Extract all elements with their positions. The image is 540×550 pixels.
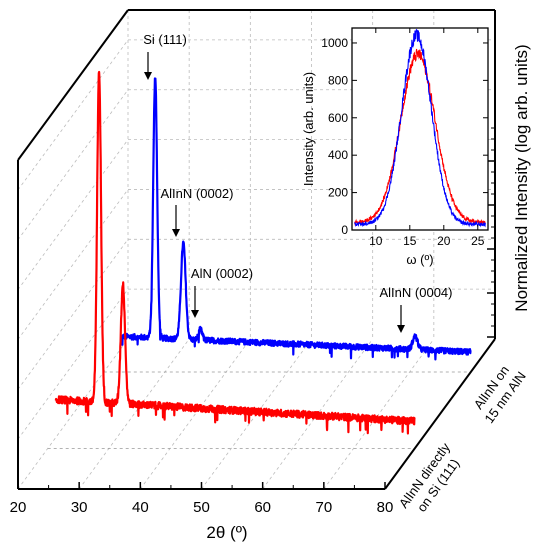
peak-arrowhead bbox=[191, 310, 199, 318]
inset-x-axis-title: ω (º) bbox=[406, 252, 433, 267]
grid-line bbox=[17, 239, 129, 390]
grid-line bbox=[17, 288, 129, 440]
inset-x-tick-label: 10 bbox=[369, 234, 383, 248]
grid-line bbox=[140, 338, 251, 490]
grid-line bbox=[17, 338, 129, 490]
peak-annotations: Si (111) AlInN (0002) AlN (0002) AlInN (000… bbox=[143, 32, 452, 333]
x-tick-label: 80 bbox=[377, 499, 394, 516]
inset-y-tick-label: 600 bbox=[328, 111, 348, 125]
inset-y-axis-title: Intensity (arb. units) bbox=[301, 72, 316, 186]
inset-series-line bbox=[354, 48, 486, 226]
peak-label: Si (111) bbox=[143, 32, 187, 47]
grid-line bbox=[17, 89, 129, 240]
series-line bbox=[121, 77, 472, 361]
inset-y-tick-label: 1000 bbox=[321, 36, 348, 50]
x-tick-label: 70 bbox=[315, 499, 332, 516]
inset-y-tick-label: 800 bbox=[328, 73, 348, 87]
x-tick-label: 20 bbox=[10, 499, 27, 516]
inset-frame bbox=[351, 27, 489, 231]
inset-y-tick-label: 200 bbox=[328, 186, 348, 200]
grid-line bbox=[262, 338, 373, 490]
x-axis: 20 30 40 50 60 70 80 bbox=[10, 482, 394, 516]
x-axis-title: 2θ (º) bbox=[206, 523, 247, 542]
grid-line bbox=[17, 189, 129, 340]
series-line bbox=[54, 70, 416, 435]
axis-line bbox=[17, 9, 129, 161]
x-tick-label: 30 bbox=[71, 499, 88, 516]
peak-label: AlInN (0004) bbox=[380, 285, 453, 300]
grid-line bbox=[323, 338, 435, 490]
series-layer bbox=[54, 70, 472, 435]
inset-x-tick-label: 15 bbox=[403, 234, 417, 248]
x-tick-label: 40 bbox=[132, 499, 149, 516]
axis-line bbox=[384, 338, 496, 490]
inset-y-tick-label: 400 bbox=[328, 148, 348, 162]
grid-line bbox=[17, 39, 129, 191]
peak-label: AlInN (0002) bbox=[161, 186, 234, 201]
x-tick-label: 60 bbox=[254, 499, 271, 516]
peak-arrowhead bbox=[397, 325, 405, 333]
grid-line bbox=[17, 139, 129, 290]
x-tick-label: 50 bbox=[193, 499, 210, 516]
grid-line bbox=[201, 338, 312, 490]
inset-y-tick-label: 0 bbox=[341, 223, 348, 237]
inset-x-tick-label: 25 bbox=[471, 234, 485, 248]
peak-label: AlN (0002) bbox=[191, 266, 253, 281]
peak-arrowhead bbox=[172, 229, 180, 237]
inset-plot: 10 15 20 25 0 200 400 600 800 1000 ω (º) Intensity … bbox=[301, 27, 489, 267]
y-axis-title: Normalized Intensity (log arb. units) bbox=[512, 44, 531, 311]
peak-arrowhead bbox=[144, 72, 152, 80]
inset-x-tick-label: 20 bbox=[437, 234, 451, 248]
grid-line bbox=[78, 338, 190, 490]
inset-series-line bbox=[354, 28, 486, 228]
